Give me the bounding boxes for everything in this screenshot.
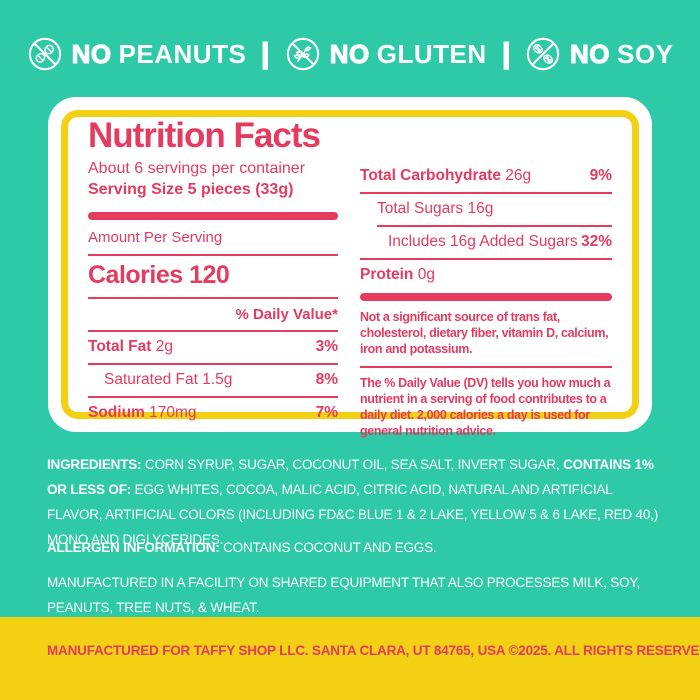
nutrition-facts-panel: Nutrition Facts About 6 servings per con… bbox=[48, 97, 652, 438]
nutrient-label: Protein bbox=[360, 266, 414, 283]
banner-allergen-text: GLUTEN bbox=[376, 38, 487, 69]
banner-no-text: NO bbox=[569, 38, 611, 69]
allergen-label: ALLERGEN INFORMATION: bbox=[47, 540, 220, 555]
divider-thick-bar bbox=[88, 211, 338, 220]
ingredients-text: EGG WHITES, COCOA, MALIC ACID, CITRIC AC… bbox=[47, 482, 658, 547]
manufacturer-copyright: MANUFACTURED FOR TAFFY SHOP LLC. SANTA C… bbox=[47, 643, 700, 658]
nutrient-dv: 9% bbox=[589, 167, 612, 184]
nutrient-label: Includes 16g Added Sugars bbox=[388, 233, 578, 250]
allergen-statement: ALLERGEN INFORMATION: CONTAINS COCONUT A… bbox=[47, 535, 659, 560]
banner-allergen-text: PEANUTS bbox=[118, 38, 247, 69]
nutrient-amount: 0g bbox=[417, 266, 435, 283]
nutrient-amount: 16g bbox=[467, 200, 494, 217]
banner-no-text: NO bbox=[71, 38, 112, 69]
nutrient-row-total-fat: Total Fat 2g 3% bbox=[88, 332, 338, 365]
nutrition-facts-title: Nutrition Facts bbox=[88, 116, 321, 155]
banner-label: NO SOY bbox=[569, 38, 674, 70]
ingredients-statement: INGREDIENTS: CORN SYRUP, SUGAR, COCONUT … bbox=[47, 452, 659, 552]
nutrient-row-sodium: Sodium 170mg 7% bbox=[88, 398, 338, 429]
nutrient-amount: 170mg bbox=[149, 403, 197, 421]
daily-value-footnote: The % Daily Value (DV) tells you how muc… bbox=[360, 376, 611, 438]
contains-label: CONTAINS 1% OR LESS OF: bbox=[47, 457, 654, 497]
not-significant-source-note: Not a significant source of trans fat, c… bbox=[360, 310, 612, 369]
calories-row: Calories 120 bbox=[88, 256, 338, 299]
calories-value: 120 bbox=[189, 260, 230, 289]
nutrient-label: Total Fat bbox=[88, 337, 152, 355]
allergen-text: CONTAINS COCONUT AND EGGS. bbox=[219, 540, 437, 555]
nutrient-row-total-sugars: Total Sugars 16g bbox=[377, 194, 612, 227]
nutrient-row-protein: Protein 0g bbox=[360, 260, 612, 291]
calories-label: Calories bbox=[88, 260, 183, 289]
divider-thick-bar bbox=[360, 293, 612, 301]
footer-bar: MANUFACTURED FOR TAFFY SHOP LLC. SANTA C… bbox=[0, 617, 700, 700]
nutrient-label: Sodium bbox=[88, 403, 145, 421]
ingredients-label: INGREDIENTS: bbox=[47, 457, 142, 472]
no-gluten-icon bbox=[286, 37, 319, 71]
nutrition-right-column: Total Carbohydrate 26g 9% Total Sugars 1… bbox=[360, 161, 612, 439]
banner-item-no-peanuts: NO PEANUTS bbox=[27, 36, 247, 72]
banner-item-no-gluten: NO GLUTEN bbox=[285, 36, 487, 72]
banner-separator: | bbox=[259, 37, 272, 70]
banner-item-no-soy: NO SOY bbox=[525, 36, 673, 72]
no-soy-icon bbox=[526, 37, 560, 71]
nutrient-row-added-sugars: Includes 16g Added Sugars 32% bbox=[360, 227, 612, 260]
allergen-free-banner: NO PEANUTS | NO GLUTEN | NO SOY bbox=[0, 36, 700, 72]
banner-label: NO GLUTEN bbox=[329, 38, 487, 70]
nutrient-label: Total Sugars bbox=[377, 200, 464, 217]
nutrient-label: Saturated Fat bbox=[104, 370, 198, 388]
banner-no-text: NO bbox=[329, 38, 370, 69]
nutrient-dv: 3% bbox=[315, 337, 338, 355]
daily-value-header: % Daily Value* bbox=[88, 299, 338, 332]
nutrient-row-saturated-fat: Saturated Fat 1.5g 8% bbox=[88, 365, 338, 398]
no-peanuts-icon bbox=[28, 37, 61, 71]
servings-per-container: About 6 servings per container bbox=[88, 160, 306, 177]
amount-per-serving-label: Amount Per Serving bbox=[88, 229, 338, 256]
nutrient-amount: 26g bbox=[505, 167, 532, 184]
nutrient-row-total-carbohydrate: Total Carbohydrate 26g 9% bbox=[360, 161, 612, 194]
nutrient-dv: 7% bbox=[315, 403, 338, 421]
banner-label: NO PEANUTS bbox=[71, 38, 247, 70]
banner-allergen-text: SOY bbox=[617, 38, 674, 69]
serving-size: Serving Size 5 pieces (33g) bbox=[88, 181, 294, 199]
nutrient-amount: 2g bbox=[155, 337, 173, 355]
nutrient-dv: 32% bbox=[580, 233, 612, 250]
banner-separator: | bbox=[499, 37, 512, 70]
nutrient-label: Total Carbohydrate bbox=[360, 167, 501, 184]
nutrient-dv: 8% bbox=[315, 370, 338, 388]
facility-statement: MANUFACTURED IN A FACILITY ON SHARED EQU… bbox=[47, 575, 641, 615]
ingredients-text: CORN SYRUP, SUGAR, COCONUT OIL, SEA SALT… bbox=[141, 457, 564, 472]
nutrient-amount: 1.5g bbox=[202, 370, 233, 388]
nutrition-left-column: Nutrition Facts About 6 servings per con… bbox=[88, 118, 338, 429]
